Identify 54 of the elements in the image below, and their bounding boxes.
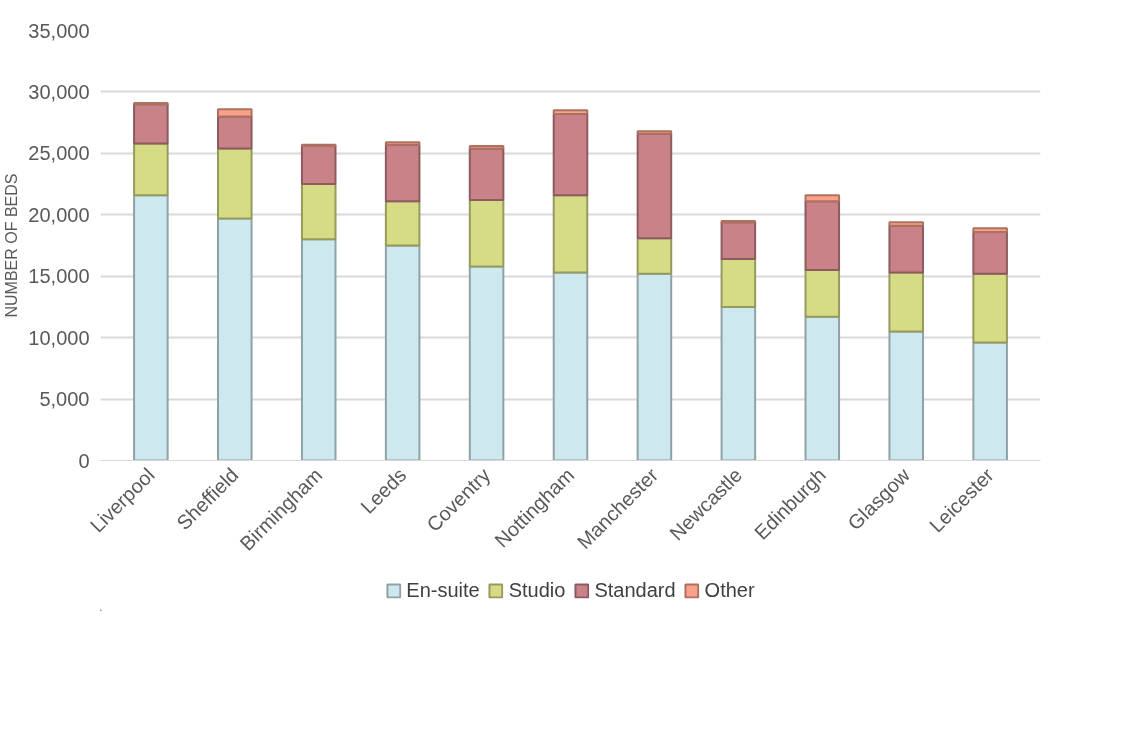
bar xyxy=(468,144,505,150)
bar xyxy=(804,315,841,461)
bar xyxy=(384,141,421,146)
bar xyxy=(636,132,673,240)
bar xyxy=(552,194,589,274)
y-tick-label: 5,000 xyxy=(39,388,90,411)
legend-label: Standard xyxy=(594,578,676,602)
bar xyxy=(552,109,589,116)
bar xyxy=(384,143,421,203)
y-tick-label: 10,000 xyxy=(28,326,90,349)
bar xyxy=(972,227,1008,233)
bar xyxy=(720,258,757,308)
bar xyxy=(300,238,337,461)
bar xyxy=(888,330,924,461)
bar xyxy=(384,244,421,461)
legend-label: Studio xyxy=(508,578,566,602)
bar xyxy=(636,130,673,135)
bar xyxy=(468,265,505,461)
y-tick-label: 15,000 xyxy=(28,265,90,288)
bar xyxy=(804,269,841,318)
bar xyxy=(636,237,673,275)
y-tick-label: 0 xyxy=(78,449,90,472)
y-axis-title: NUMBER OF BEDS xyxy=(3,173,21,318)
y-tick-label: 20,000 xyxy=(28,203,90,226)
bar xyxy=(133,194,169,461)
bar xyxy=(217,108,253,118)
y-tick-label: 25,000 xyxy=(28,142,90,165)
y-tick-label: 30,000 xyxy=(28,80,90,103)
bar xyxy=(804,200,841,272)
bar xyxy=(552,271,589,461)
bar xyxy=(217,115,253,150)
bar xyxy=(468,199,505,268)
bar xyxy=(972,230,1008,275)
bar xyxy=(133,142,169,197)
bar xyxy=(636,272,673,461)
bar xyxy=(804,194,841,203)
bar xyxy=(217,217,253,461)
bar xyxy=(888,271,924,333)
bar xyxy=(552,113,589,197)
bar xyxy=(720,305,757,461)
bar xyxy=(888,224,924,274)
bar xyxy=(972,341,1008,461)
y-tick-label: 35,000 xyxy=(28,19,90,42)
bar xyxy=(300,144,337,186)
bar xyxy=(384,200,421,247)
bar xyxy=(888,221,924,227)
bar xyxy=(133,103,169,145)
bar xyxy=(300,183,337,241)
bar xyxy=(468,147,505,202)
legend-label: Other xyxy=(704,578,755,602)
bar xyxy=(217,147,253,220)
bar xyxy=(720,221,757,261)
legend-label: En-suite xyxy=(406,578,480,602)
bar xyxy=(972,272,1008,344)
